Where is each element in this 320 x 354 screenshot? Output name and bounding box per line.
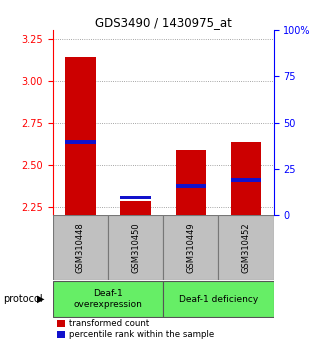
Bar [219,215,274,280]
Legend: transformed count, percentile rank within the sample: transformed count, percentile rank withi… [57,319,214,339]
Bar [65,140,96,144]
Text: GSM310450: GSM310450 [131,222,140,273]
Text: Deaf-1
overexpression: Deaf-1 overexpression [74,290,142,309]
Text: ▶: ▶ [37,294,44,304]
Bar [65,57,96,215]
Text: GSM310448: GSM310448 [76,222,85,273]
Bar [231,142,261,215]
Bar [53,281,163,317]
Bar [53,215,108,280]
Text: GSM310452: GSM310452 [242,222,251,273]
Text: Deaf-1 deficiency: Deaf-1 deficiency [179,295,258,304]
Bar [176,150,206,215]
Bar [108,215,163,280]
Text: GSM310449: GSM310449 [186,222,195,273]
Bar [231,178,261,182]
Title: GDS3490 / 1430975_at: GDS3490 / 1430975_at [95,16,232,29]
Text: protocol: protocol [3,294,43,304]
Bar [163,215,219,280]
Bar [176,184,206,188]
Bar [120,196,151,199]
Bar [163,281,274,317]
Bar [120,201,151,215]
